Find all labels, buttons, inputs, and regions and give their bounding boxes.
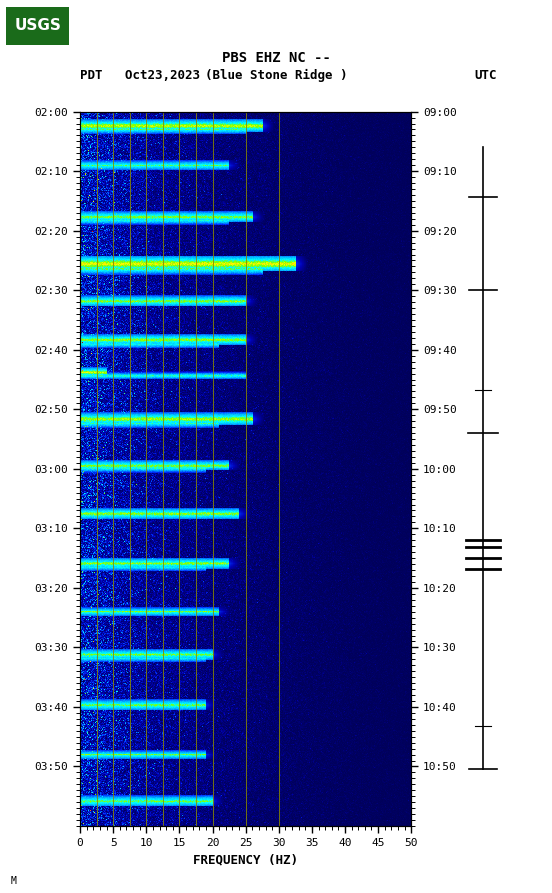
Text: M: M xyxy=(11,876,17,886)
Text: USGS: USGS xyxy=(15,19,62,33)
Text: UTC: UTC xyxy=(475,69,497,81)
X-axis label: FREQUENCY (HZ): FREQUENCY (HZ) xyxy=(193,854,298,866)
Text: (Blue Stone Ridge ): (Blue Stone Ridge ) xyxy=(205,69,347,81)
Text: PBS EHZ NC --: PBS EHZ NC -- xyxy=(221,51,331,65)
Text: PDT   Oct23,2023: PDT Oct23,2023 xyxy=(80,69,200,81)
